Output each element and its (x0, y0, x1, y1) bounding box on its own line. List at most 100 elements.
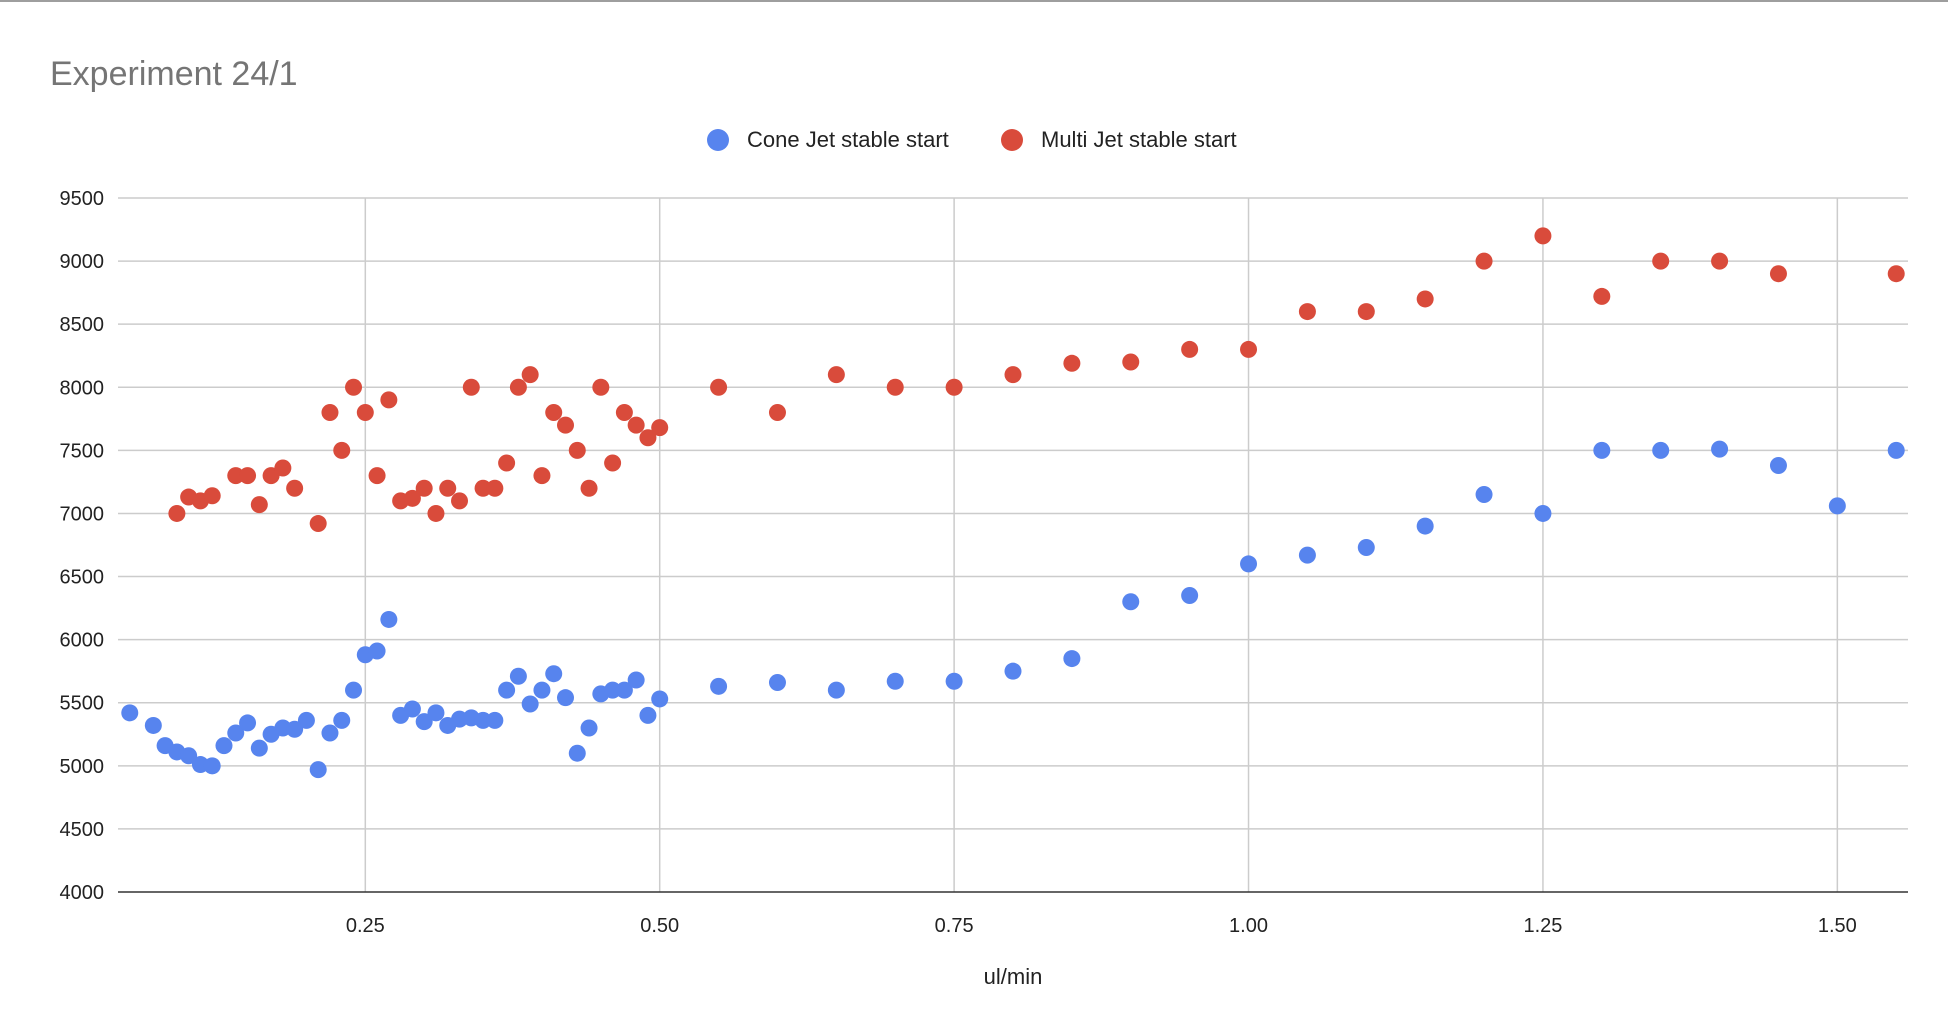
y-tick-label: 8000 (60, 377, 105, 399)
data-point (486, 711, 504, 729)
data-point (250, 496, 268, 514)
y-tick-label: 4000 (60, 882, 105, 904)
data-point (462, 378, 480, 396)
data-point (521, 366, 539, 384)
data-point (180, 747, 198, 765)
data-point (1122, 593, 1140, 611)
data-point (368, 467, 386, 485)
data-point (627, 671, 645, 689)
data-point (227, 467, 245, 485)
data-point (203, 757, 221, 775)
data-point (533, 467, 551, 485)
data-series (121, 227, 1905, 779)
data-point (498, 454, 516, 472)
x-axis-label: ul/min (984, 964, 1043, 989)
data-point (403, 700, 421, 718)
y-tick-label: 7000 (60, 503, 105, 525)
data-point (1828, 497, 1846, 515)
data-point (368, 642, 386, 660)
chart-title: Experiment 24/1 (50, 55, 298, 93)
y-tick-label: 9000 (60, 251, 105, 273)
data-point (203, 487, 221, 505)
data-point (474, 479, 492, 497)
data-point (1004, 366, 1022, 384)
data-point (380, 391, 398, 409)
data-point (945, 672, 963, 690)
data-point (297, 711, 315, 729)
data-point (345, 378, 363, 396)
data-point (333, 441, 351, 459)
data-point (356, 404, 374, 422)
y-tick-label: 6500 (60, 567, 105, 589)
data-point (309, 761, 327, 779)
series-cone-jet (121, 440, 1905, 779)
data-point (509, 378, 527, 396)
y-tick-label: 5500 (60, 693, 105, 715)
data-point (545, 404, 563, 422)
data-point (557, 416, 574, 434)
data-point (827, 681, 845, 699)
data-point (710, 677, 728, 695)
data-point (651, 419, 669, 437)
data-point (1240, 555, 1258, 573)
y-axis-tick-labels: 4000 4500 5000 5500 6000 6500 7000 7500 8000 8500… (60, 188, 105, 904)
data-point (1240, 340, 1258, 358)
data-point (509, 667, 527, 685)
data-point (768, 674, 786, 692)
data-point (651, 690, 669, 708)
data-point (1063, 650, 1081, 668)
x-tick-label: 1.00 (1229, 915, 1268, 937)
data-point (286, 479, 304, 497)
x-tick-label: 1.50 (1818, 915, 1857, 937)
data-point (415, 713, 433, 731)
data-point (239, 467, 257, 485)
data-point (580, 719, 598, 737)
data-point (521, 695, 539, 713)
data-point (121, 704, 139, 722)
y-tick-label: 7500 (60, 440, 105, 462)
data-point (533, 681, 551, 699)
data-point (557, 689, 574, 707)
data-point (568, 744, 586, 762)
data-point (345, 681, 363, 699)
data-point (168, 504, 186, 522)
data-point (415, 479, 433, 497)
data-point (486, 479, 504, 497)
data-point (1063, 354, 1081, 372)
data-point (274, 459, 292, 477)
data-point (768, 404, 786, 422)
y-tick-label: 6000 (60, 630, 105, 652)
data-point (639, 429, 657, 447)
legend-marker (707, 129, 729, 151)
data-point (710, 378, 728, 396)
data-point (309, 515, 327, 533)
top-border (0, 0, 1948, 2)
legend-label: Multi Jet stable start (1041, 127, 1237, 152)
data-point (615, 404, 633, 422)
data-point (1298, 303, 1316, 321)
data-point (1534, 504, 1552, 522)
data-point (239, 714, 257, 732)
data-point (1534, 227, 1552, 245)
legend: Cone Jet stable start Multi Jet stable st… (707, 127, 1237, 152)
data-point (1357, 539, 1375, 557)
data-point (250, 739, 268, 757)
data-point (1652, 441, 1670, 459)
legend-label: Cone Jet stable start (747, 127, 949, 152)
data-point (639, 706, 657, 724)
data-point (1652, 252, 1670, 270)
y-tick-label: 4500 (60, 819, 105, 841)
data-point (1593, 287, 1611, 305)
x-tick-label: 1.25 (1523, 915, 1562, 937)
data-point (286, 720, 304, 738)
data-point (1004, 662, 1022, 680)
data-point (380, 610, 398, 628)
data-point (439, 479, 457, 497)
y-tick-label: 5000 (60, 756, 105, 778)
data-point (1593, 441, 1611, 459)
data-point (627, 416, 645, 434)
data-point (474, 711, 492, 729)
data-point (604, 681, 622, 699)
